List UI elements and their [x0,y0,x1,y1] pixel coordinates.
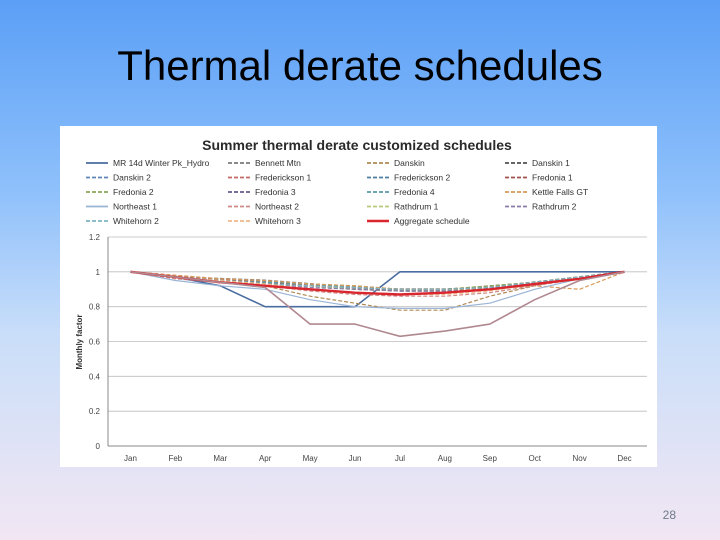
legend-item: Fredonia 2 [86,187,154,197]
series-line [130,271,625,290]
y-tick-label: 0.2 [89,407,101,416]
series-line [130,271,625,292]
legend-item: Whitehorn 2 [86,216,159,226]
legend-label: MR 14d Winter Pk_Hydro [113,158,210,168]
legend-label: Aggregate schedule [394,216,470,226]
legend-label: Danskin [394,158,425,168]
x-tick-label: Sep [483,454,498,463]
x-tick-label: Feb [168,454,182,463]
x-tick-label: Dec [617,454,631,463]
legend-label: Whitehorn 2 [113,216,159,226]
x-tick-label: Jun [349,454,362,463]
y-tick-label: 0.8 [89,303,101,312]
legend-label: Northeast 1 [113,202,157,212]
series-line [130,271,625,309]
legend-label: Danskin 1 [532,158,570,168]
legend-label: Fredonia 4 [394,187,435,197]
legend-item: Rathdrum 2 [505,202,577,212]
legend-label: Fredonia 2 [113,187,154,197]
slide-title: Thermal derate schedules [117,42,603,89]
series-line [130,271,625,297]
legend-item: Frederickson 2 [367,173,450,183]
legend-item: Northeast 1 [86,202,157,212]
legend-item: Kettle Falls GT [505,187,588,197]
series-line [130,271,625,311]
y-tick-label: 0 [96,442,101,451]
x-tick-label: Nov [573,454,587,463]
y-tick-label: 1 [96,268,101,277]
legend-item: Fredonia 4 [367,187,435,197]
legend-label: Fredonia 3 [255,187,296,197]
page-number: 28 [662,508,676,522]
y-tick-label: 0.6 [89,338,101,347]
legend-label: Whitehorn 3 [255,216,301,226]
legend-label: Bennett Mtn [255,158,301,168]
series-line [130,271,625,338]
legend-item: MR 14d Winter Pk_Hydro [86,158,210,168]
legend-item: Danskin 2 [86,173,151,183]
line-chart: Summer thermal derate customized schedul… [75,137,647,463]
legend-label: Frederickson 1 [255,173,311,183]
legend-label: Fredonia 1 [532,173,573,183]
x-tick-label: Jan [124,454,137,463]
x-tick-label: Apr [259,454,272,463]
x-tick-label: Oct [528,454,541,463]
legend-label: Danskin 2 [113,173,151,183]
x-tick-label: May [303,454,318,463]
legend-item: Aggregate schedule [367,216,470,226]
legend-label: Kettle Falls GT [532,187,588,197]
series-line [130,271,625,290]
chart-panel: Summer thermal derate customized schedul… [60,126,657,467]
legend-item: Fredonia 1 [505,173,573,183]
legend-item: Fredonia 3 [228,187,296,197]
legend-label: Northeast 2 [255,202,299,212]
legend-item: Frederickson 1 [228,173,311,183]
y-tick-label: 1.2 [89,233,101,242]
legend-item: Bennett Mtn [228,158,301,168]
legend-label: Frederickson 2 [394,173,450,183]
legend-item: Rathdrum 1 [367,202,439,212]
legend-item: Whitehorn 3 [228,216,301,226]
legend-item: Danskin 1 [505,158,570,168]
y-tick-label: 0.4 [89,372,101,381]
y-axis-label: Monthly factor [75,314,84,369]
x-tick-label: Jul [395,454,405,463]
chart-title: Summer thermal derate customized schedul… [202,137,512,153]
legend-item: Danskin [367,158,425,168]
x-tick-label: Aug [438,454,452,463]
legend-label: Rathdrum 1 [394,202,439,212]
legend-label: Rathdrum 2 [532,202,577,212]
legend-item: Northeast 2 [228,202,299,212]
x-tick-label: Mar [213,454,227,463]
